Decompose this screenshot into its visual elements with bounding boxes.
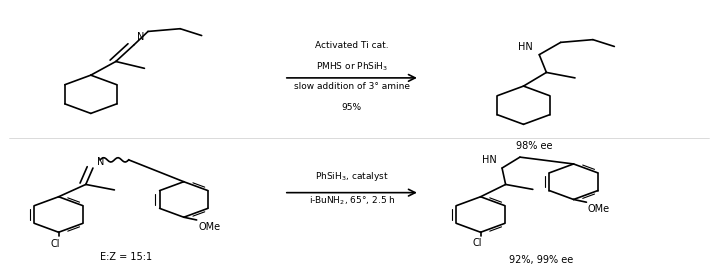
Text: E:Z = 15:1: E:Z = 15:1 bbox=[101, 252, 153, 262]
Text: 92%, 99% ee: 92%, 99% ee bbox=[509, 255, 574, 266]
Text: slow addition of 3° amine: slow addition of 3° amine bbox=[294, 82, 410, 91]
Text: PhSiH$_3$, catalyst: PhSiH$_3$, catalyst bbox=[315, 170, 388, 183]
Text: 95%: 95% bbox=[342, 104, 362, 112]
Text: Cl: Cl bbox=[50, 239, 60, 249]
Text: HN: HN bbox=[482, 155, 497, 165]
Text: OMe: OMe bbox=[198, 222, 220, 232]
Text: PMHS or PhSiH$_3$: PMHS or PhSiH$_3$ bbox=[316, 61, 388, 73]
Text: OMe: OMe bbox=[588, 205, 610, 214]
Text: HN: HN bbox=[518, 42, 532, 52]
Text: i-BuNH$_2$, 65°, 2.5 h: i-BuNH$_2$, 65°, 2.5 h bbox=[309, 195, 395, 207]
Text: Activated Ti cat.: Activated Ti cat. bbox=[315, 41, 388, 50]
Text: N: N bbox=[96, 157, 104, 167]
Text: 98% ee: 98% ee bbox=[516, 141, 552, 151]
Text: N: N bbox=[137, 32, 144, 43]
Text: Cl: Cl bbox=[472, 238, 482, 248]
